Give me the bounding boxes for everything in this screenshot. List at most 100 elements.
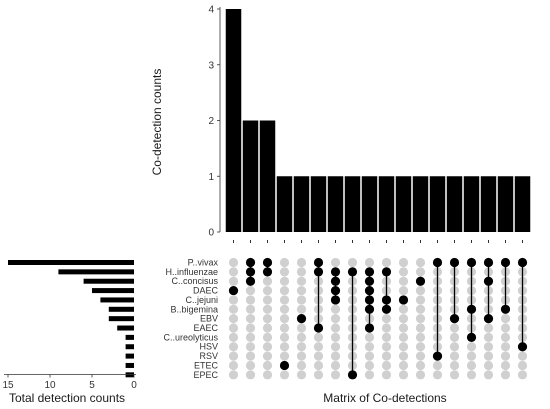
matrix-dot-inactive [398,332,409,342]
matrix-dot-inactive [279,332,290,342]
x-tick-label: 0 [131,380,137,391]
matrix-dot-inactive [296,323,307,333]
matrix-dot-active [381,295,392,305]
matrix-dot-inactive [228,342,239,352]
set-size-bar [100,297,134,303]
matrix-dot-inactive [398,323,409,333]
matrix-dot-inactive [415,360,426,371]
matrix-dot-inactive [245,342,256,352]
matrix-dot-active [262,257,273,268]
matrix-dot-inactive [364,332,375,342]
matrix-dot-inactive [330,351,341,361]
matrix-dot-inactive [381,257,392,268]
matrix-dot-inactive [466,370,477,380]
matrix-dot-inactive [262,342,273,352]
matrix-dot-inactive [330,342,341,352]
matrix-dot-inactive [466,360,477,371]
set-size-bar [83,278,134,284]
set-size-x-axis-title: Total detection counts [9,391,125,405]
set-labels: P..vivaxH..influenzaeC..concisusDAECC..j… [163,258,218,380]
set-size-bar [125,334,134,340]
set-label: RSV [199,351,218,361]
matrix-dot-inactive [483,370,494,380]
matrix-dot-active [398,295,409,305]
set-size-bar [108,316,134,322]
matrix-dot-active [483,276,494,286]
matrix-dot-inactive [262,276,273,286]
matrix-dot-inactive [228,370,239,380]
intersection-bar [310,176,327,232]
matrix-dot-inactive [279,370,290,380]
matrix-dot-inactive [279,276,290,286]
matrix-dot-inactive [364,370,375,380]
matrix-dot-inactive [296,304,307,314]
matrix-dot-inactive [245,285,256,296]
matrix-dot-inactive [398,342,409,352]
intersection-bar [463,176,480,232]
matrix-dot-inactive [245,314,256,324]
matrix-dot-inactive [245,370,256,380]
matrix-dot-active [313,257,324,268]
matrix-dot-inactive [381,332,392,342]
set-size-bars-panel [8,260,134,378]
matrix-dot-active [483,314,494,324]
matrix-dot-inactive [313,351,324,361]
matrix-dot-active [500,304,511,314]
matrix-dot-inactive [398,267,409,277]
matrix-dot-inactive [279,304,290,314]
matrix-dot-inactive [415,267,426,277]
matrix-dot-inactive [381,370,392,380]
matrix-dot-inactive [415,257,426,268]
intersection-bar [395,176,412,232]
matrix-dot-inactive [262,351,273,361]
x-tick-label: 10 [44,380,56,391]
set-label: EAEC [193,323,218,333]
matrix-dot-inactive [500,323,511,333]
matrix-dot-active [364,304,375,314]
intersection-bar [293,176,310,232]
matrix-dot-active [313,323,324,333]
matrix-dot-inactive [279,314,290,324]
matrix-dot-inactive [415,351,426,361]
set-label: C..concisus [171,276,218,286]
set-size-bar [108,306,134,312]
matrix-dot-inactive [330,332,341,342]
matrix-dot-inactive [500,360,511,371]
matrix-dot-inactive [330,314,341,324]
matrix-dot-active [262,267,273,277]
matrix-dot-inactive [449,323,460,333]
matrix-dot-inactive [330,360,341,371]
matrix-dot-inactive [279,342,290,352]
matrix-dot-inactive [483,360,494,371]
matrix-dot-inactive [500,332,511,342]
set-size-bar [58,269,134,275]
intersection-bar [225,9,242,232]
set-label: EBV [200,314,218,324]
matrix-dot-active [347,370,358,380]
matrix-dot-inactive [245,351,256,361]
matrix-dot-inactive [415,314,426,324]
matrix-dot-inactive [364,360,375,371]
set-size-bar [117,325,134,331]
matrix-dot-active [228,285,239,296]
co-detection-matrix [228,257,528,380]
matrix-dot-inactive [398,360,409,371]
matrix-dot-inactive [228,323,239,333]
intersection-bar [327,176,344,232]
matrix-dot-inactive [415,323,426,333]
matrix-dot-inactive [245,360,256,371]
matrix-dot-inactive [313,360,324,371]
intersection-bar [514,176,531,232]
matrix-dot-inactive [449,351,460,361]
matrix-dot-inactive [296,257,307,268]
matrix-dot-active [330,267,341,277]
matrix-dot-inactive [228,276,239,286]
matrix-dot-inactive [398,351,409,361]
matrix-dot-inactive [381,314,392,324]
matrix-dot-inactive [432,360,443,371]
y-tick-label: 2 [208,116,214,127]
matrix-dot-active [449,257,460,268]
matrix-dot-active [364,285,375,296]
matrix-dot-inactive [296,285,307,296]
